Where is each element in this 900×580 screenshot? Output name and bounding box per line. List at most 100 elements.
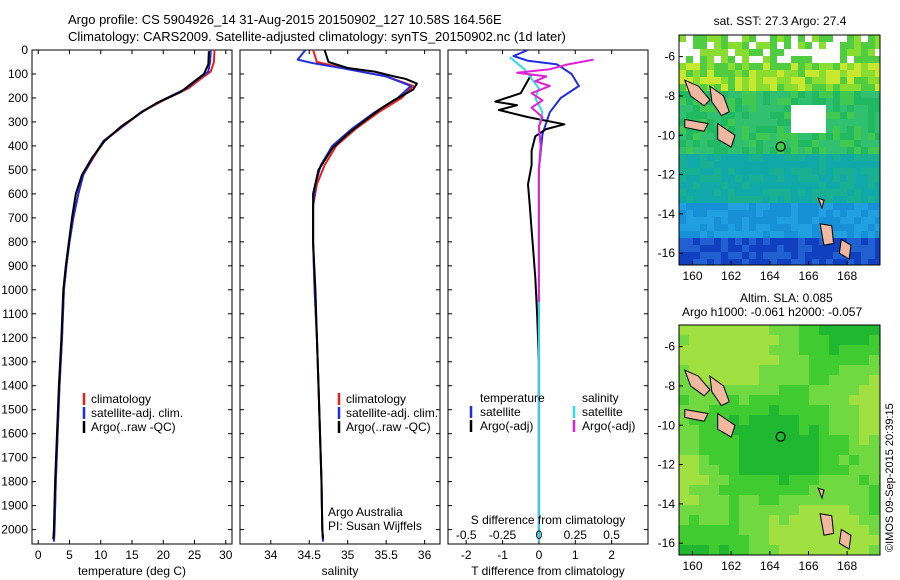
map-cell	[769, 525, 780, 536]
map-cell	[735, 231, 743, 239]
map-cell	[686, 161, 694, 169]
map-cell	[819, 259, 827, 265]
map-cell	[798, 98, 806, 106]
map-cell	[799, 545, 810, 555]
depth-tick-label: 400	[8, 139, 28, 153]
map-cell	[819, 415, 830, 426]
temperature-x-axis: 0 5 10 15 20 25 30	[35, 50, 233, 562]
map-cell	[679, 161, 687, 169]
map-cell	[749, 119, 757, 127]
sla-map-subtitle: Argo h1000: -0.061 h2000: -0.057	[682, 305, 862, 319]
island-shape	[838, 238, 852, 260]
map-cell	[840, 105, 848, 113]
map-cell	[854, 182, 862, 190]
map-cell	[875, 42, 880, 50]
map-cell	[805, 147, 813, 155]
map-cell	[679, 485, 690, 496]
map-cell	[707, 126, 715, 134]
map-cell	[728, 119, 736, 127]
map-cell	[833, 56, 841, 64]
map-cell	[777, 231, 785, 239]
map-cell	[833, 49, 841, 57]
map-cell	[868, 168, 876, 176]
map-cell	[700, 133, 708, 141]
map-cell	[739, 535, 750, 546]
map-cell	[854, 42, 862, 50]
map-cell	[742, 154, 750, 162]
map-cell	[719, 365, 730, 376]
salinity-panel: 34 34.5 35 35.5 36 salinity climatology sate…	[239, 49, 441, 578]
map-cell	[859, 485, 870, 496]
map-cell	[749, 395, 760, 406]
map-cell	[805, 105, 813, 113]
map-cell	[833, 126, 841, 134]
map-cell	[700, 189, 708, 197]
map-cell	[770, 189, 778, 197]
map-cell	[689, 395, 700, 406]
map-cell	[700, 231, 708, 239]
map-cell	[686, 98, 694, 106]
map-cell	[875, 112, 880, 120]
map-cell	[833, 189, 841, 197]
map-cell	[714, 224, 722, 232]
map-cell	[789, 425, 800, 436]
map-cell	[742, 210, 750, 218]
map-lon-label: 168	[837, 559, 857, 573]
map-cell	[728, 70, 736, 78]
header-line-2: Climatology: CARS2009. Satellite-adjuste…	[68, 29, 566, 44]
map-cell	[812, 238, 820, 246]
map-cell	[869, 495, 880, 506]
map-cell	[719, 445, 730, 456]
map-cell	[709, 435, 720, 446]
map-lat-label: -14	[658, 207, 676, 221]
map-cell	[849, 415, 860, 426]
map-cell	[833, 161, 841, 169]
map-cell	[707, 161, 715, 169]
map-cell	[875, 63, 880, 71]
map-cell	[728, 84, 736, 92]
map-cell	[742, 175, 750, 183]
map-cell	[805, 175, 813, 183]
map-cell	[826, 56, 834, 64]
difference-x-axis: -2 -1 0 1 2	[461, 50, 615, 562]
map-cell	[805, 35, 813, 43]
map-cell	[791, 112, 799, 120]
map-cell	[798, 77, 806, 85]
map-cell	[819, 375, 830, 386]
map-cell	[839, 435, 850, 446]
map-cell	[819, 475, 830, 486]
map-cell	[759, 395, 770, 406]
map-cell	[729, 395, 740, 406]
map-cell	[854, 231, 862, 239]
map-cell	[739, 375, 750, 386]
map-cell	[812, 70, 820, 78]
map-cell	[763, 84, 771, 92]
map-cell	[809, 475, 820, 486]
x-tick-label: 0	[35, 548, 42, 562]
map-cell	[859, 385, 870, 396]
map-cell	[763, 252, 771, 260]
map-cell	[679, 182, 687, 190]
map-cell	[686, 105, 694, 113]
map-cell	[759, 425, 770, 436]
sla-map-title: Altim. SLA: 0.085	[740, 291, 833, 305]
map-cell	[749, 35, 757, 43]
map-cell	[777, 105, 785, 113]
map-cell	[763, 56, 771, 64]
map-cell	[770, 140, 778, 148]
difference-series	[494, 50, 594, 542]
map-cell	[770, 238, 778, 246]
map-cell	[700, 140, 708, 148]
map-cell	[839, 465, 850, 476]
map-cell	[854, 140, 862, 148]
map-cell	[819, 445, 830, 456]
map-cell	[861, 161, 869, 169]
map-cell	[749, 231, 757, 239]
map-cell	[789, 435, 800, 446]
map-cell	[826, 77, 834, 85]
map-cell	[847, 189, 855, 197]
map-cell	[875, 119, 880, 127]
map-cell	[763, 42, 771, 50]
map-cell	[756, 119, 764, 127]
map-cell	[839, 505, 850, 516]
